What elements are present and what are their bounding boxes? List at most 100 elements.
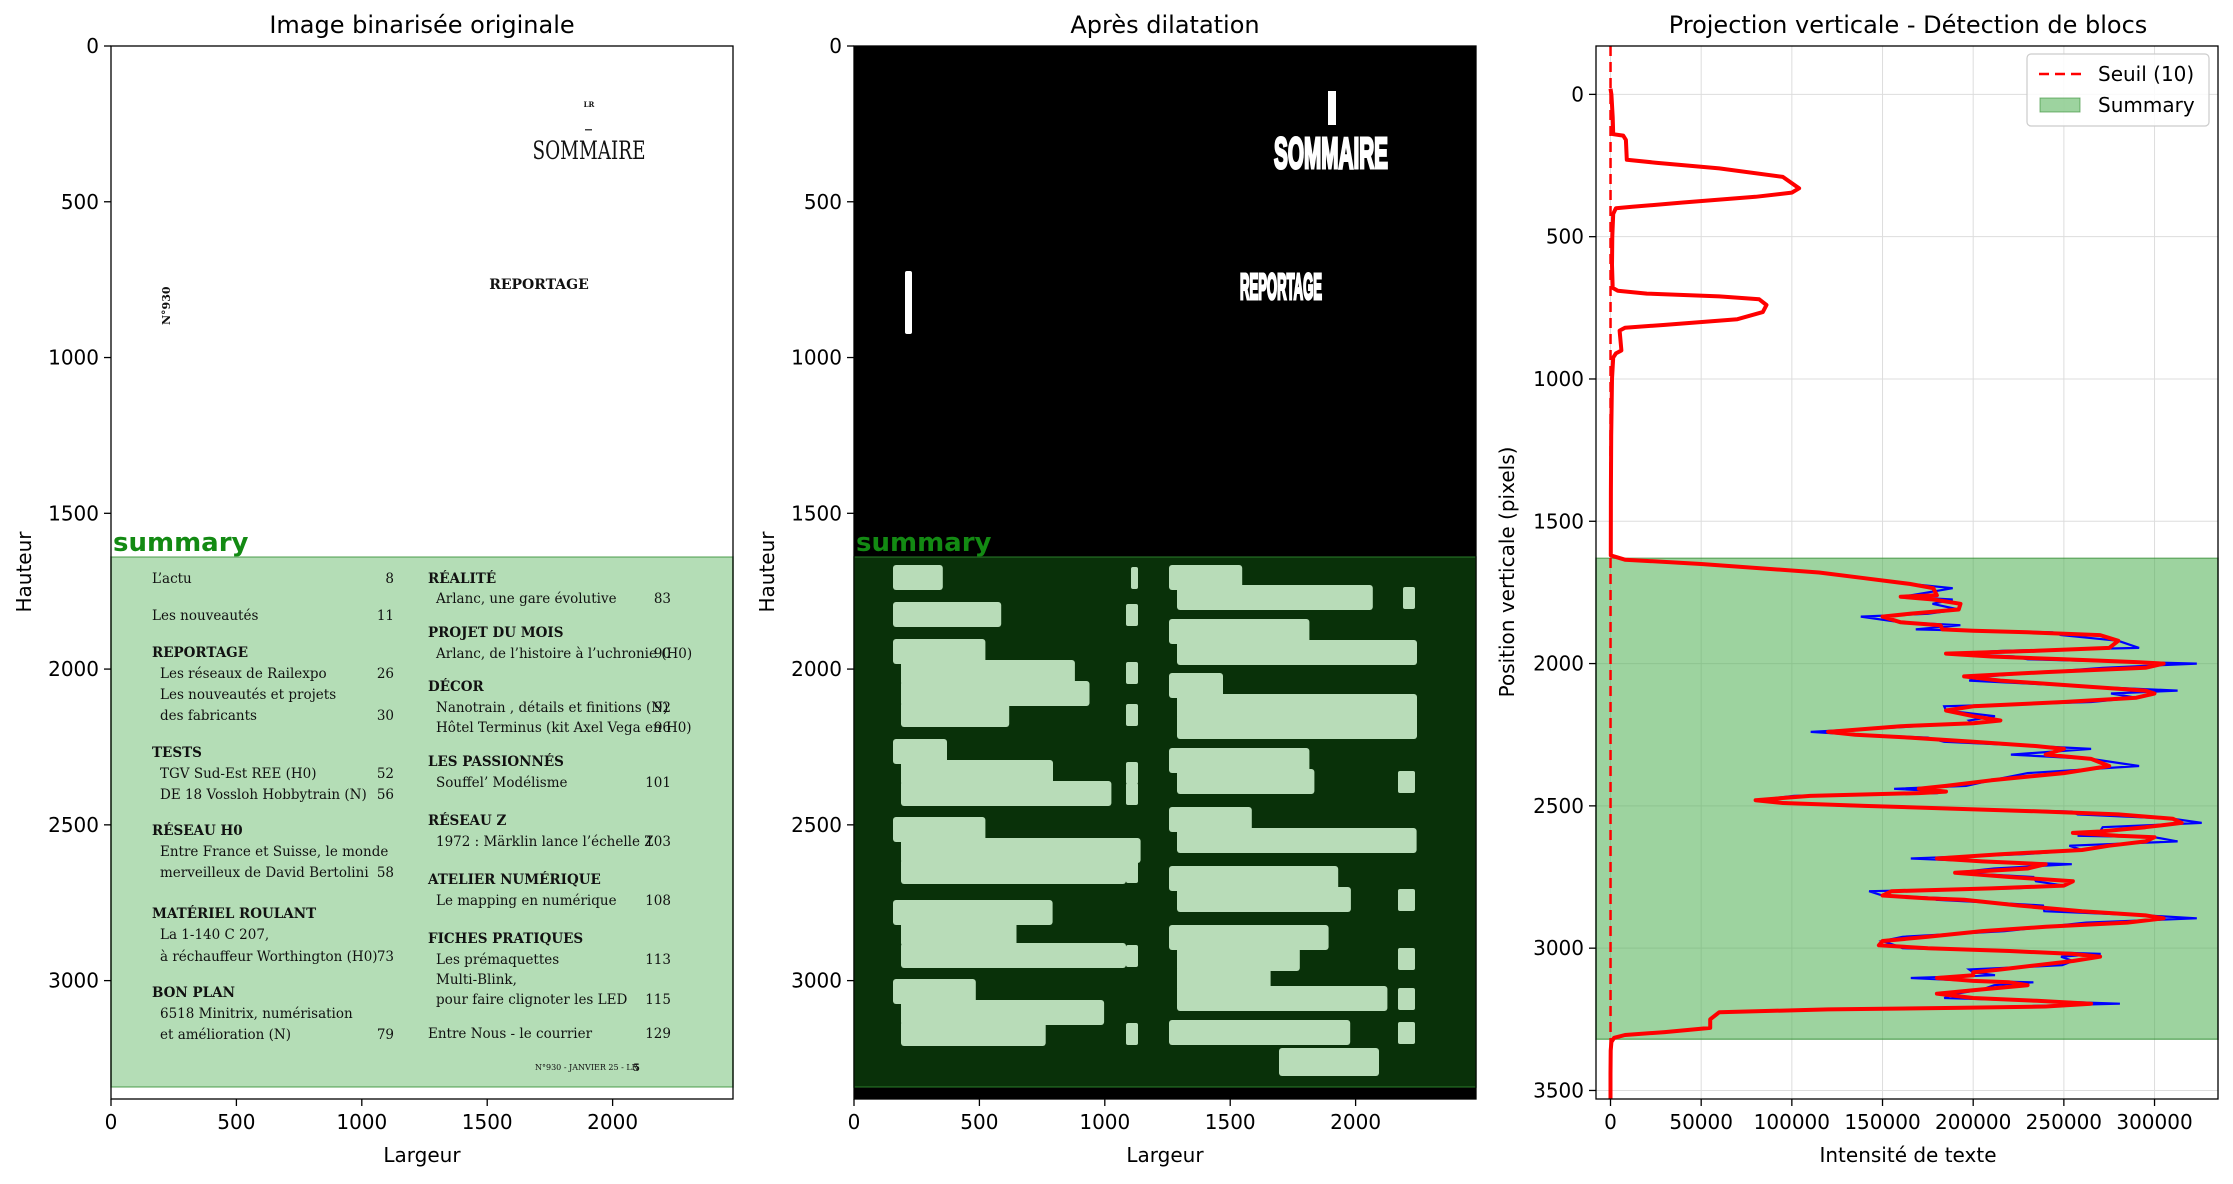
toc-left-entry: Les nouveautés — [152, 608, 258, 624]
panel2-axes-frame — [853, 45, 1477, 1100]
panel2-ytick-label: 2000 — [791, 657, 842, 681]
panel3-xtick-label: 0 — [1604, 1110, 1617, 1134]
left-dilated-block — [901, 838, 1141, 863]
right-dilated-block — [1169, 619, 1310, 644]
right-dilated-block — [1177, 640, 1417, 665]
legend-threshold-label: Seuil (10) — [2098, 62, 2194, 86]
left-dilated-block — [901, 660, 1075, 685]
left-dilated-block — [893, 565, 943, 590]
panel3-ytick-label: 0 — [1571, 82, 1584, 106]
panel3-ytick-label: 1000 — [1533, 367, 1584, 391]
panel3-ytick-label: 3500 — [1533, 1078, 1584, 1102]
legend-summary-swatch — [2039, 97, 2081, 113]
toc-left-entry: et amélioration (N) — [160, 1027, 291, 1043]
dilated-issue-block — [905, 271, 912, 334]
toc-left-entry: Entre France et Suisse, le monde — [160, 844, 388, 860]
panel1-axes-frame — [110, 45, 734, 1100]
toc-left-page-number: 56 — [377, 787, 394, 803]
right-dilated-page-block — [1398, 948, 1415, 970]
panel1-ytick-label: 500 — [61, 190, 99, 214]
toc-right-entry: Les prémaquettes — [436, 952, 559, 968]
right-dilated-page-block — [1398, 771, 1415, 793]
right-dilated-block — [1177, 828, 1417, 853]
toc-right-entry: 1972 : Märklin lance l’échelle Z — [436, 834, 654, 850]
left-dilated-page-block — [1126, 945, 1138, 967]
panel1-ytick-label: 2000 — [48, 657, 99, 681]
toc-left-entry: MATÉRIEL ROULANT — [152, 906, 316, 922]
footer-dilated-block — [1279, 1048, 1379, 1076]
panel1-ylabel: Hauteur — [12, 531, 36, 613]
left-dilated-block — [893, 639, 986, 664]
toc-right-entry: RÉSEAU Z — [428, 813, 506, 829]
right-dilated-block — [1169, 866, 1339, 891]
left-dilated-block — [901, 943, 1126, 968]
panel3-xtick-label: 50000 — [1669, 1110, 1733, 1134]
left-dilated-block — [893, 900, 1053, 925]
panel3-ytick-label: 3000 — [1533, 936, 1584, 960]
panel2-title: Après dilatation — [1070, 11, 1259, 39]
panel3-xtick-label: 200000 — [1935, 1110, 2011, 1134]
toc-left-page-number: 52 — [377, 766, 394, 782]
right-dilated-block — [1169, 807, 1252, 832]
toc-right-entry: PROJET DU MOIS — [428, 625, 564, 641]
panel1-xtick-label: 0 — [105, 1110, 118, 1134]
right-dilated-block — [1169, 565, 1243, 590]
left-dilated-block — [893, 817, 986, 842]
toc-left-entry: L’actu — [152, 571, 192, 587]
toc-left-page-number: 11 — [377, 608, 394, 624]
panel2-ticks: 0 500 1000 1500 2000 0 500 1000 1500 2000 2500 3000 — [791, 34, 1381, 1134]
toc-left-page-number: 73 — [377, 949, 394, 965]
panel2-ytick-label: 3000 — [791, 969, 842, 993]
left-dilated-block — [901, 859, 1126, 884]
left-dilated-block — [901, 1000, 1105, 1025]
right-dilated-page-block — [1398, 830, 1415, 852]
panel2-xtick-label: 2000 — [1330, 1110, 1381, 1134]
smoothed-projection-series — [1608, 88, 2184, 1099]
panel3-summary-band — [1595, 557, 2219, 1040]
panel1-xlabel: Largeur — [383, 1143, 461, 1167]
panel2-ytick-label: 1000 — [791, 346, 842, 370]
left-dilated-block — [901, 921, 1017, 946]
panel2-xtick-label: 1500 — [1205, 1110, 1256, 1134]
toc-right-page-number: 92 — [654, 700, 671, 716]
left-dilated-block — [901, 781, 1112, 806]
left-dilated-page-block — [1131, 567, 1138, 589]
panel2-dilated-blocks — [893, 565, 1417, 1076]
toc-left-entry: des fabricants — [160, 708, 257, 724]
toc-right-page-number: 90 — [654, 646, 671, 662]
left-dilated-page-block — [1126, 1023, 1138, 1045]
toc-right-page-number: 113 — [645, 952, 671, 968]
right-dilated-block — [1177, 714, 1417, 739]
page-lr-mark: LR — [584, 100, 595, 109]
right-dilated-page-block — [1398, 988, 1415, 1010]
panel2-xtick-label: 1000 — [1079, 1110, 1130, 1134]
panel1-title: Image binarisée originale — [269, 11, 574, 39]
right-dilated-block — [1169, 1020, 1351, 1045]
toc-left-entry: à réchauffeur Worthington (H0) — [160, 949, 378, 965]
toc-right-page-number: 129 — [645, 1026, 671, 1042]
panel2-ytick-label: 0 — [829, 34, 842, 58]
right-dilated-page-block — [1403, 642, 1415, 664]
toc-right-entry: Multi-Blink, — [436, 972, 517, 988]
right-dilated-block — [1177, 966, 1271, 991]
panel-vertical-projection: Projection verticale - Détection de bloc… — [1495, 11, 2219, 1167]
toc-right-page-number: 103 — [645, 834, 671, 850]
panel3-axes-frame — [1595, 45, 2219, 1100]
panel2-ytick-label: 2500 — [791, 813, 842, 837]
toc-right-entry: Le mapping en numérique — [436, 893, 617, 909]
toc-left-page-number: 30 — [377, 708, 394, 724]
panel3-xtick-label: 250000 — [2026, 1110, 2102, 1134]
legend: Seuil (10) Summary — [2026, 53, 2210, 127]
panel1-table-of-contents: L’actu 8 Les nouveautés 11 REPORTAGE Les rése… — [152, 571, 692, 1043]
panel3-xlabel: Intensité de texte — [1819, 1143, 1996, 1167]
panel3-ytick-label: 500 — [1546, 225, 1584, 249]
left-dilated-block — [901, 681, 1090, 706]
panel2-xtick-label: 0 — [848, 1110, 861, 1134]
right-dilated-block — [1177, 769, 1315, 794]
panel1-ytick-label: 1000 — [48, 346, 99, 370]
panel3-ytick-label: 1500 — [1533, 509, 1584, 533]
toc-right-entry: pour faire clignoter les LED — [436, 992, 627, 1008]
dilated-reportage-block: REPORTAGE — [1240, 266, 1322, 307]
left-dilated-block — [901, 760, 1053, 785]
